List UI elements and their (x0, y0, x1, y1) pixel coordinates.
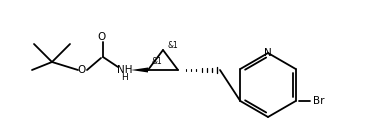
Polygon shape (131, 68, 148, 72)
Text: Br: Br (313, 96, 325, 106)
Text: N: N (264, 48, 272, 58)
Text: O: O (98, 32, 106, 42)
Text: NH: NH (117, 65, 133, 75)
Text: &1: &1 (167, 42, 178, 51)
Text: H: H (122, 72, 128, 82)
Text: &1: &1 (151, 56, 162, 65)
Text: O: O (78, 65, 86, 75)
